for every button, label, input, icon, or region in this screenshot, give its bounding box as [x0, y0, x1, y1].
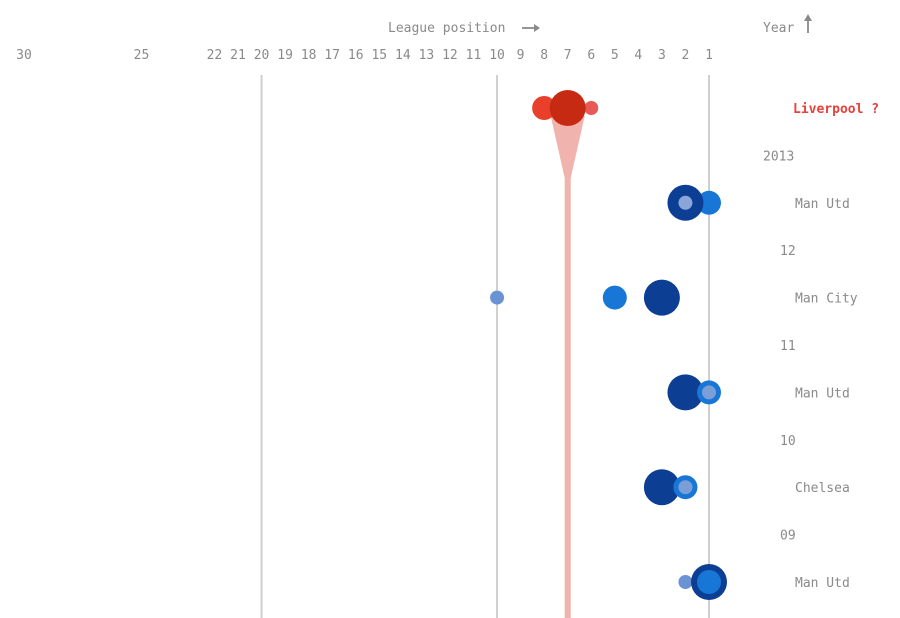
x-tick-label: 4	[634, 48, 642, 63]
y-axis-arrow-icon	[804, 14, 812, 33]
team-row: Man City	[490, 279, 858, 316]
x-tick-label: 8	[540, 48, 548, 63]
highlight-track	[550, 116, 585, 618]
data-point	[697, 570, 721, 594]
x-tick-label: 1	[705, 48, 713, 63]
x-tick-label: 3	[658, 48, 666, 63]
x-tick-label: 9	[517, 48, 525, 63]
year-label: 2013	[763, 149, 794, 164]
team-label: Man Utd	[795, 197, 850, 212]
x-tick-label: 14	[395, 48, 411, 63]
year-label: 11	[780, 339, 796, 354]
x-tick-label: 16	[348, 48, 364, 63]
team-row: Liverpool ?	[532, 90, 879, 126]
highlight-funnel	[550, 116, 585, 178]
x-tick-label: 7	[564, 48, 572, 63]
team-row: Man Utd	[667, 184, 850, 221]
highlight-line	[564, 168, 571, 618]
data-point	[678, 195, 693, 210]
data-point	[678, 480, 693, 495]
team-label: Liverpool ?	[793, 102, 879, 117]
x-tick-label: 6	[587, 48, 595, 63]
x-tick-label: 19	[277, 48, 293, 63]
x-tick-label: 12	[442, 48, 458, 63]
x-axis-arrow-icon	[522, 24, 540, 32]
team-label: Chelsea	[795, 481, 850, 496]
year-labels: 2013 12 11 10 09	[763, 149, 796, 543]
data-point	[602, 285, 627, 310]
x-tick-label: 30	[16, 48, 32, 63]
team-row: Man Utd	[678, 564, 850, 600]
data-point	[490, 290, 505, 305]
data-point	[702, 385, 716, 400]
team-label: Man Utd	[795, 576, 850, 591]
x-tick-label: 10	[489, 48, 505, 63]
x-tick-label: 25	[134, 48, 150, 63]
team-label: Man Utd	[795, 386, 850, 401]
year-label: 12	[780, 244, 796, 259]
data-point	[584, 101, 599, 115]
year-label: 09	[780, 529, 796, 544]
x-tick-label: 2	[682, 48, 690, 63]
x-tick-label: 11	[466, 48, 482, 63]
data-point	[678, 575, 693, 589]
data-point	[532, 96, 557, 120]
x-tick-label: 15	[371, 48, 387, 63]
x-tick-label: 18	[301, 48, 317, 63]
year-label: 10	[780, 434, 796, 449]
data-point	[549, 90, 586, 126]
data-rows: Liverpool ? Man Utd Man City Man Utd Chelsea…	[490, 90, 879, 600]
x-tick-label: 5	[611, 48, 619, 63]
data-point	[643, 469, 680, 506]
y-axis-title: Year	[763, 21, 794, 36]
data-point	[667, 374, 704, 411]
x-tick-label: 20	[254, 48, 270, 63]
x-axis-ticks: 30 25 22 21 20 19 18 17 16 15 14 13 12 11 10 9 8 7 6 5 4 3 2 1	[16, 48, 713, 63]
x-tick-label: 17	[324, 48, 340, 63]
x-axis-title: League position	[388, 21, 505, 36]
data-point	[643, 279, 680, 316]
team-row: Man Utd	[667, 374, 850, 411]
x-tick-label: 21	[230, 48, 246, 63]
x-tick-label: 22	[207, 48, 223, 63]
team-row: Chelsea	[643, 469, 850, 506]
team-label: Man City	[795, 292, 858, 307]
reference-lines	[260, 75, 710, 618]
data-point	[697, 190, 721, 215]
x-tick-label: 13	[419, 48, 435, 63]
